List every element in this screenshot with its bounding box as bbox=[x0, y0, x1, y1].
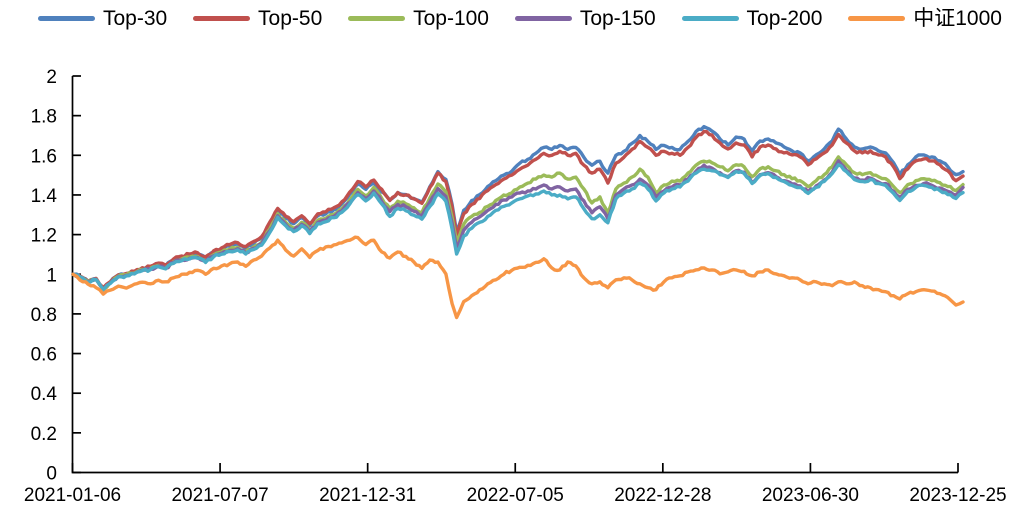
series-line-Top-50 bbox=[71, 129, 965, 290]
series-line-中证1000 bbox=[71, 235, 965, 320]
y-axis-tick-label: 0.8 bbox=[31, 305, 57, 326]
x-axis-tick-label: 2021-07-07 bbox=[171, 485, 268, 506]
legend-line-swatch-icon bbox=[514, 16, 572, 21]
legend-item-1: Top-30 bbox=[38, 8, 167, 29]
legend-label: Top-200 bbox=[746, 7, 823, 30]
legend-item-3: Top-100 bbox=[348, 8, 489, 29]
series-line-Top-100 bbox=[71, 155, 965, 291]
legend-line-swatch-icon bbox=[681, 16, 739, 21]
legend-label: Top-30 bbox=[103, 7, 168, 30]
y-axis-tick-label: 0.2 bbox=[31, 424, 57, 445]
series-line-Top-200 bbox=[71, 163, 965, 292]
y-axis-tick-label: 2 bbox=[46, 67, 57, 88]
legend-label: Top-100 bbox=[413, 7, 489, 30]
legend-label: Top-150 bbox=[579, 7, 656, 30]
x-axis-tick-label: 2023-06-30 bbox=[762, 485, 859, 506]
legend-label: Top-50 bbox=[258, 7, 323, 30]
x-axis-tick-label: 2021-01-06 bbox=[24, 485, 121, 506]
legend-item-5: Top-200 bbox=[681, 7, 823, 30]
series-line-Top-30 bbox=[71, 124, 965, 290]
legend-line-swatch-icon bbox=[348, 16, 406, 21]
y-axis-tick-label: 1.2 bbox=[31, 226, 57, 247]
legend-line-swatch-icon bbox=[38, 16, 95, 21]
legend-line-swatch-icon bbox=[193, 16, 251, 21]
x-axis-tick-label: 2023-12-25 bbox=[909, 485, 1006, 506]
x-axis-tick-label: 2022-12-28 bbox=[614, 485, 711, 506]
x-axis-tick-label: 2021-12-31 bbox=[319, 485, 416, 506]
chart-legend: Top-30 Top-50 Top-100 Top-150 Top-200 中证1000 bbox=[0, 8, 1026, 29]
x-axis-tick-label: 2022-07-05 bbox=[467, 485, 564, 506]
y-axis-tick-label: 0.6 bbox=[31, 345, 57, 366]
y-axis-tick-label: 1.6 bbox=[31, 146, 57, 167]
series-line-Top-150 bbox=[71, 159, 965, 292]
y-axis-tick-label: 0 bbox=[46, 464, 57, 485]
y-axis-tick-label: 1 bbox=[46, 265, 57, 286]
legend-item-6: 中证1000 bbox=[848, 8, 1002, 29]
legend-item-2: Top-50 bbox=[193, 8, 322, 29]
legend-label: 中证1000 bbox=[913, 7, 1002, 30]
legend-item-4: Top-150 bbox=[514, 7, 656, 30]
y-axis-tick-label: 1.8 bbox=[31, 107, 57, 128]
legend-line-swatch-icon bbox=[848, 16, 906, 21]
y-axis-tick-label: 0.4 bbox=[31, 384, 58, 405]
y-axis-tick-label: 1.4 bbox=[31, 186, 58, 207]
